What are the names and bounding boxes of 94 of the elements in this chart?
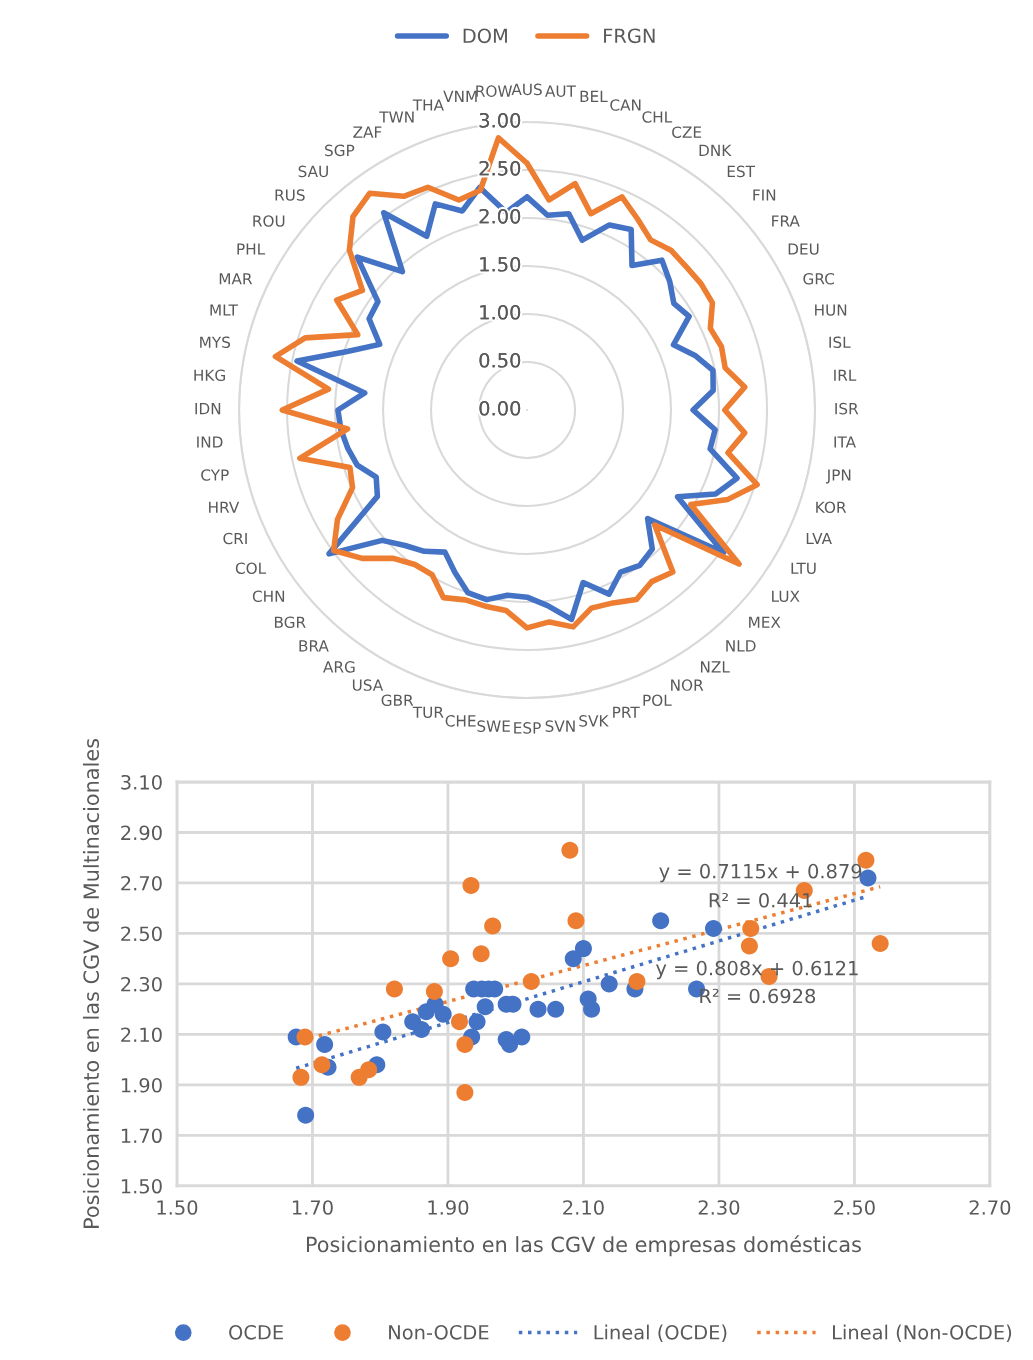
spoke-label: NZL <box>700 661 730 673</box>
spoke-label: NLD <box>726 640 756 652</box>
y-tick-label: 2.50 <box>121 926 162 942</box>
spoke-label: PRT <box>613 706 640 718</box>
legend-label: Lineal (Non-OCDE) <box>833 1324 1012 1342</box>
spoke-label: FIN <box>753 189 776 201</box>
spoke-label: ESP <box>514 722 541 734</box>
spoke-label: MEX <box>749 616 781 628</box>
y-tick-label: 1.90 <box>121 1077 162 1093</box>
spoke-label: EST <box>727 165 756 178</box>
spoke-label: ROU <box>253 215 285 227</box>
y-tick-label: 2.00 <box>479 208 521 224</box>
spoke-label: SVN <box>545 720 575 732</box>
spoke-label: IND <box>197 436 223 448</box>
y-tick-label: 1.70 <box>121 1128 162 1144</box>
x-tick-label: 1.50 <box>157 1200 198 1215</box>
spoke-label: ROW <box>476 85 513 97</box>
annotation: R² = 0.441 <box>709 892 812 908</box>
spoke-label: POL <box>643 694 672 707</box>
spoke-label: IDN <box>195 403 221 415</box>
spoke-label: SAU <box>298 165 328 178</box>
spoke-label: CAN <box>610 99 641 111</box>
spoke-label: DNK <box>699 144 732 156</box>
spoke-label: FRA <box>772 215 800 227</box>
annotation: R² = 0.6928 <box>700 988 816 1004</box>
spoke-label: LUX <box>772 590 800 603</box>
spoke-label: MYS <box>200 336 231 349</box>
annotation: y = 0.7115x + 0.879 <box>659 863 862 883</box>
y-tick-label: 0.00 <box>479 400 521 416</box>
spoke-label: PHL <box>237 243 266 255</box>
spoke-label: LVA <box>806 532 832 545</box>
spoke-label: GRC <box>803 273 835 285</box>
spoke-label: KOR <box>816 501 847 514</box>
spoke-label: BRA <box>299 640 329 652</box>
spoke-label: HKG <box>194 369 225 382</box>
legend-label: Lineal (OCDE) <box>594 1324 727 1342</box>
x-tick-label: 2.10 <box>563 1200 604 1215</box>
y-tick-label: 0.50 <box>479 352 521 368</box>
y-tick-label: 1.00 <box>480 304 521 320</box>
spoke-label: SVK <box>579 715 609 727</box>
x-tick-label: 2.50 <box>834 1200 875 1215</box>
spoke-label: COL <box>235 562 267 575</box>
spoke-label: IRL <box>834 369 857 381</box>
legend-label: OCDE <box>229 1324 283 1340</box>
spoke-label: CHN <box>252 590 285 603</box>
spoke-label: RUS <box>275 189 305 201</box>
spoke-label: JPN <box>825 469 851 484</box>
spoke-label: VNM <box>443 90 477 102</box>
spoke-label: ARG <box>323 661 355 673</box>
x-axis-title: Posicionamiento en las CGV de empresas domésticas <box>306 1235 861 1257</box>
spoke-label: CZE <box>672 126 702 138</box>
legend-label: FRGN <box>604 28 655 44</box>
spoke-label: MAR <box>219 273 253 285</box>
y-tick-label: 1.50 <box>480 256 521 272</box>
spoke-label: AUT <box>545 85 576 97</box>
spoke-label: LTU <box>791 562 816 575</box>
spoke-label: ISR <box>835 402 859 415</box>
spoke-label: NOR <box>671 679 704 691</box>
spoke-label: SGP <box>325 144 355 157</box>
spoke-label: MLT <box>210 304 238 316</box>
spoke-label: TUR <box>412 706 444 719</box>
spoke-label: CHL <box>642 111 673 123</box>
legend-label: DOM <box>463 28 507 44</box>
spoke-label: USA <box>352 679 384 691</box>
spoke-label: AUS <box>511 83 542 96</box>
spoke-label: THA <box>412 99 444 111</box>
y-tick-label: 2.70 <box>121 875 162 891</box>
spoke-label: DEU <box>788 243 819 255</box>
spoke-label: ISL <box>829 336 851 349</box>
spoke-label: HUN <box>815 304 847 316</box>
y-tick-label: 2.30 <box>121 976 162 992</box>
spoke-label: GBR <box>381 694 414 707</box>
spoke-label: BEL <box>580 90 608 102</box>
spoke-label: CRI <box>223 532 247 545</box>
y-tick-label: 1.50 <box>121 1178 162 1194</box>
y-tick-label: 3.10 <box>121 774 162 790</box>
x-tick-label: 1.90 <box>428 1200 469 1215</box>
y-axis-title: Posicionamiento en las CGV de Multinacionales <box>82 738 100 1228</box>
spoke-label: TWN <box>379 111 414 123</box>
spoke-label: ITA <box>834 436 856 448</box>
spoke-label: CHE <box>445 715 476 727</box>
y-tick-label: 2.10 <box>121 1027 162 1043</box>
spoke-label: BGR <box>274 616 306 629</box>
annotation: y = 0.808x + 0.6121 <box>655 960 858 980</box>
spoke-label: HRV <box>209 501 240 513</box>
legend-label: Non-OCDE <box>389 1324 489 1340</box>
x-tick-label: 1.70 <box>292 1200 333 1215</box>
x-tick-label: 2.70 <box>969 1200 1011 1215</box>
spoke-label: CYP <box>201 469 229 481</box>
x-tick-label: 2.30 <box>698 1200 740 1215</box>
spoke-label: ZAF <box>353 126 382 138</box>
y-tick-label: 3.00 <box>479 112 521 128</box>
y-tick-label: 2.90 <box>121 825 162 841</box>
spoke-label: SWE <box>477 720 510 732</box>
